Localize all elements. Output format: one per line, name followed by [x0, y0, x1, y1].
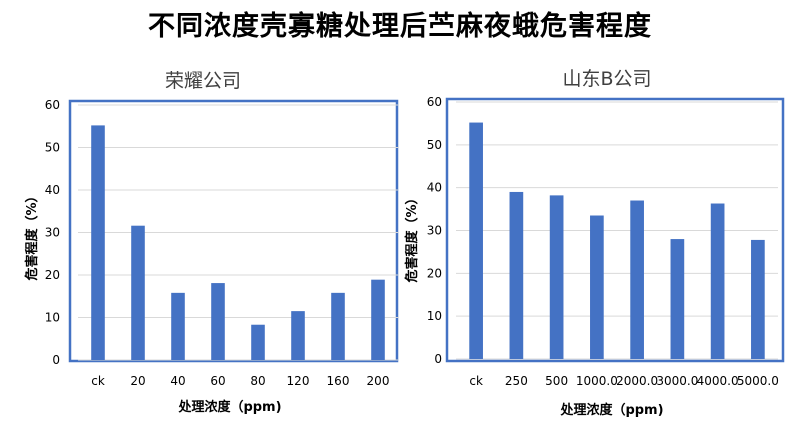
y-tick-label: 10: [45, 311, 60, 325]
chart-shandong-b-x-axis-label: 处理浓度（ppm): [559, 402, 663, 418]
bar-3000.0: [670, 239, 685, 359]
x-tick-label-5000.0: 5000.0: [737, 374, 779, 388]
bar-500: [549, 195, 564, 359]
chart-rongyao-gridlines: [78, 104, 398, 361]
bar-5000.0: [751, 239, 765, 359]
y-tick-label: 60: [427, 95, 442, 109]
main-title: 不同浓度壳寡糖处理后苎麻夜蛾危害程度: [148, 11, 652, 42]
x-tick-label-20: 20: [130, 374, 145, 388]
y-tick-label: 0: [434, 352, 442, 366]
bar-1000.0: [590, 215, 604, 359]
bar-80: [251, 324, 265, 360]
chart-shandong-b-y-ticks: 0 10 20 30 40 50 60: [427, 95, 442, 366]
chart-rongyao-y-ticks: 0 10 20 30 40 50 60: [45, 98, 60, 367]
y-tick-label: 40: [427, 181, 442, 195]
chart-shandong-b-bars: [469, 122, 765, 359]
y-tick-label: 40: [45, 183, 60, 197]
y-tick-label: 50: [427, 138, 442, 152]
x-tick-label-60: 60: [210, 374, 225, 388]
chart-shandong-b-y-axis-label: 危害程度（%）: [404, 191, 420, 282]
bar-250: [509, 191, 524, 359]
y-tick-label: 30: [427, 224, 442, 238]
chart-shandong-b: 山东B公司 0 10 20 30 40 50 60 ck 250 500 1000.02000.0…: [404, 68, 785, 418]
chart-shandong-b-title: 山东B公司: [562, 68, 651, 90]
x-tick-label-500: 500: [545, 374, 568, 388]
y-tick-label: 20: [45, 268, 60, 282]
bar-4000.0: [710, 203, 725, 359]
chart-rongyao-border: [68, 99, 399, 363]
bar-20: [131, 225, 145, 360]
chart-rongyao-title: 荣耀公司: [165, 70, 241, 92]
chart-shandong-b-border: [445, 97, 785, 363]
chart-rongyao-x-axis-label: 处理浓度（ppm): [177, 399, 281, 415]
x-tick-label-120: 120: [287, 374, 310, 388]
x-tick-label-40: 40: [170, 374, 185, 388]
chart-rongyao-x-ticks: ck 20 40 60 80 120 160 200: [91, 374, 389, 388]
y-tick-label: 30: [45, 226, 60, 240]
x-tick-label-1000.0: 1000.0: [576, 374, 618, 388]
x-tick-label-4000.0: 4000.0: [697, 374, 739, 388]
x-tick-label-80: 80: [250, 374, 265, 388]
chart-rongyao: 荣耀公司 0 10 20 30 40 50 60 ck 20 40 60 80 120 160 200 处…: [24, 70, 399, 415]
bar-200: [371, 279, 385, 360]
x-tick-label-160: 160: [327, 374, 350, 388]
chart-shandong-b-gridlines: [456, 101, 778, 360]
bar-40: [171, 292, 185, 360]
bar-60: [211, 283, 225, 360]
x-tick-label-ck: ck: [91, 374, 105, 388]
y-tick-label: 50: [45, 141, 60, 155]
x-tick-label-3000.0: 3000.0: [656, 374, 698, 388]
chart-rongyao-bars: [91, 125, 385, 361]
x-tick-label-250: 250: [505, 374, 528, 388]
bar-ck: [91, 125, 105, 361]
x-tick-label-2000.0: 2000.0: [616, 374, 658, 388]
y-tick-label: 20: [427, 266, 442, 280]
y-tick-label: 60: [45, 98, 60, 112]
y-tick-label: 0: [52, 353, 60, 367]
bar-2000.0: [630, 200, 644, 359]
x-tick-label-ck: ck: [469, 374, 483, 388]
bar-ck: [469, 122, 483, 359]
bar-160: [331, 292, 345, 360]
chart-rongyao-y-axis-label: 危害程度（%）: [24, 189, 40, 280]
y-tick-label: 10: [427, 309, 442, 323]
bar-120: [291, 311, 305, 360]
x-tick-label-200: 200: [367, 374, 390, 388]
